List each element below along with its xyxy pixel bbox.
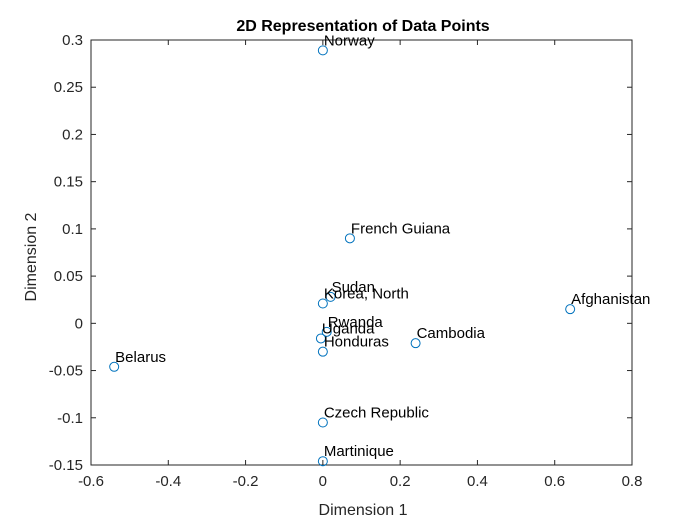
x-tick-label: 0.2 [390, 473, 411, 490]
data-point-marker [410, 338, 421, 349]
data-point-marker [317, 456, 328, 467]
data-point-label: French Guiana [351, 220, 451, 237]
data-point-marker [325, 291, 336, 302]
y-tick-label: 0.15 [54, 174, 83, 191]
data-point-marker [317, 298, 328, 309]
x-tick-label: 0.6 [544, 473, 565, 490]
x-tick-label: -0.2 [233, 473, 259, 490]
x-tick-label: 0.4 [467, 473, 488, 490]
y-tick-label: 0.1 [62, 221, 83, 238]
data-point-marker [565, 304, 576, 315]
data-point-marker [315, 333, 326, 344]
data-point-label: Afghanistan [571, 291, 650, 308]
y-tick-label: 0.25 [54, 79, 83, 96]
x-tick-label: 0 [319, 473, 327, 490]
x-tick-label: 0.8 [622, 473, 643, 490]
plot-area-box [90, 39, 633, 466]
data-point-marker [344, 233, 355, 244]
data-point-label: Uganda [322, 320, 375, 337]
data-point-label: Rwanda [328, 314, 384, 331]
x-axis-title: Dimension 1 [319, 502, 408, 519]
data-point-marker [109, 361, 120, 372]
data-point-marker [317, 417, 328, 428]
data-point-label: Honduras [324, 334, 389, 351]
y-tick-label: 0 [75, 315, 83, 332]
y-tick-label: 0.2 [62, 126, 83, 143]
data-point-label: Belarus [115, 349, 166, 366]
axes: -0.6 -0.4 -0.2 0 0.2 0.4 0.6 0.8 -0.15 -0.1 -0.05 0… [49, 32, 643, 490]
x-tick-label: -0.6 [78, 473, 104, 490]
data-point-label: Norway [324, 32, 375, 49]
data-point-label: Martinique [324, 443, 394, 460]
data-point-label: Cambodia [417, 325, 486, 342]
y-axis-title: Dimension 2 [23, 212, 40, 301]
data-point-label: Korea, North [324, 286, 409, 303]
y-tick-label: 0.3 [62, 32, 83, 49]
data-point-label: Sudan [332, 279, 375, 296]
chart-title: 2D Representation of Data Points [236, 18, 489, 35]
y-tick-label: -0.05 [49, 363, 83, 380]
y-tick-label: -0.1 [57, 410, 83, 427]
data-point-marker [317, 45, 328, 56]
y-tick-label: 0.05 [54, 268, 83, 285]
y-tick-label: -0.15 [49, 457, 83, 474]
data-point-label: Czech Republic [324, 405, 430, 422]
x-tick-label: -0.4 [155, 473, 181, 490]
data-point-marker [317, 346, 328, 357]
data-point-marker [321, 326, 332, 337]
